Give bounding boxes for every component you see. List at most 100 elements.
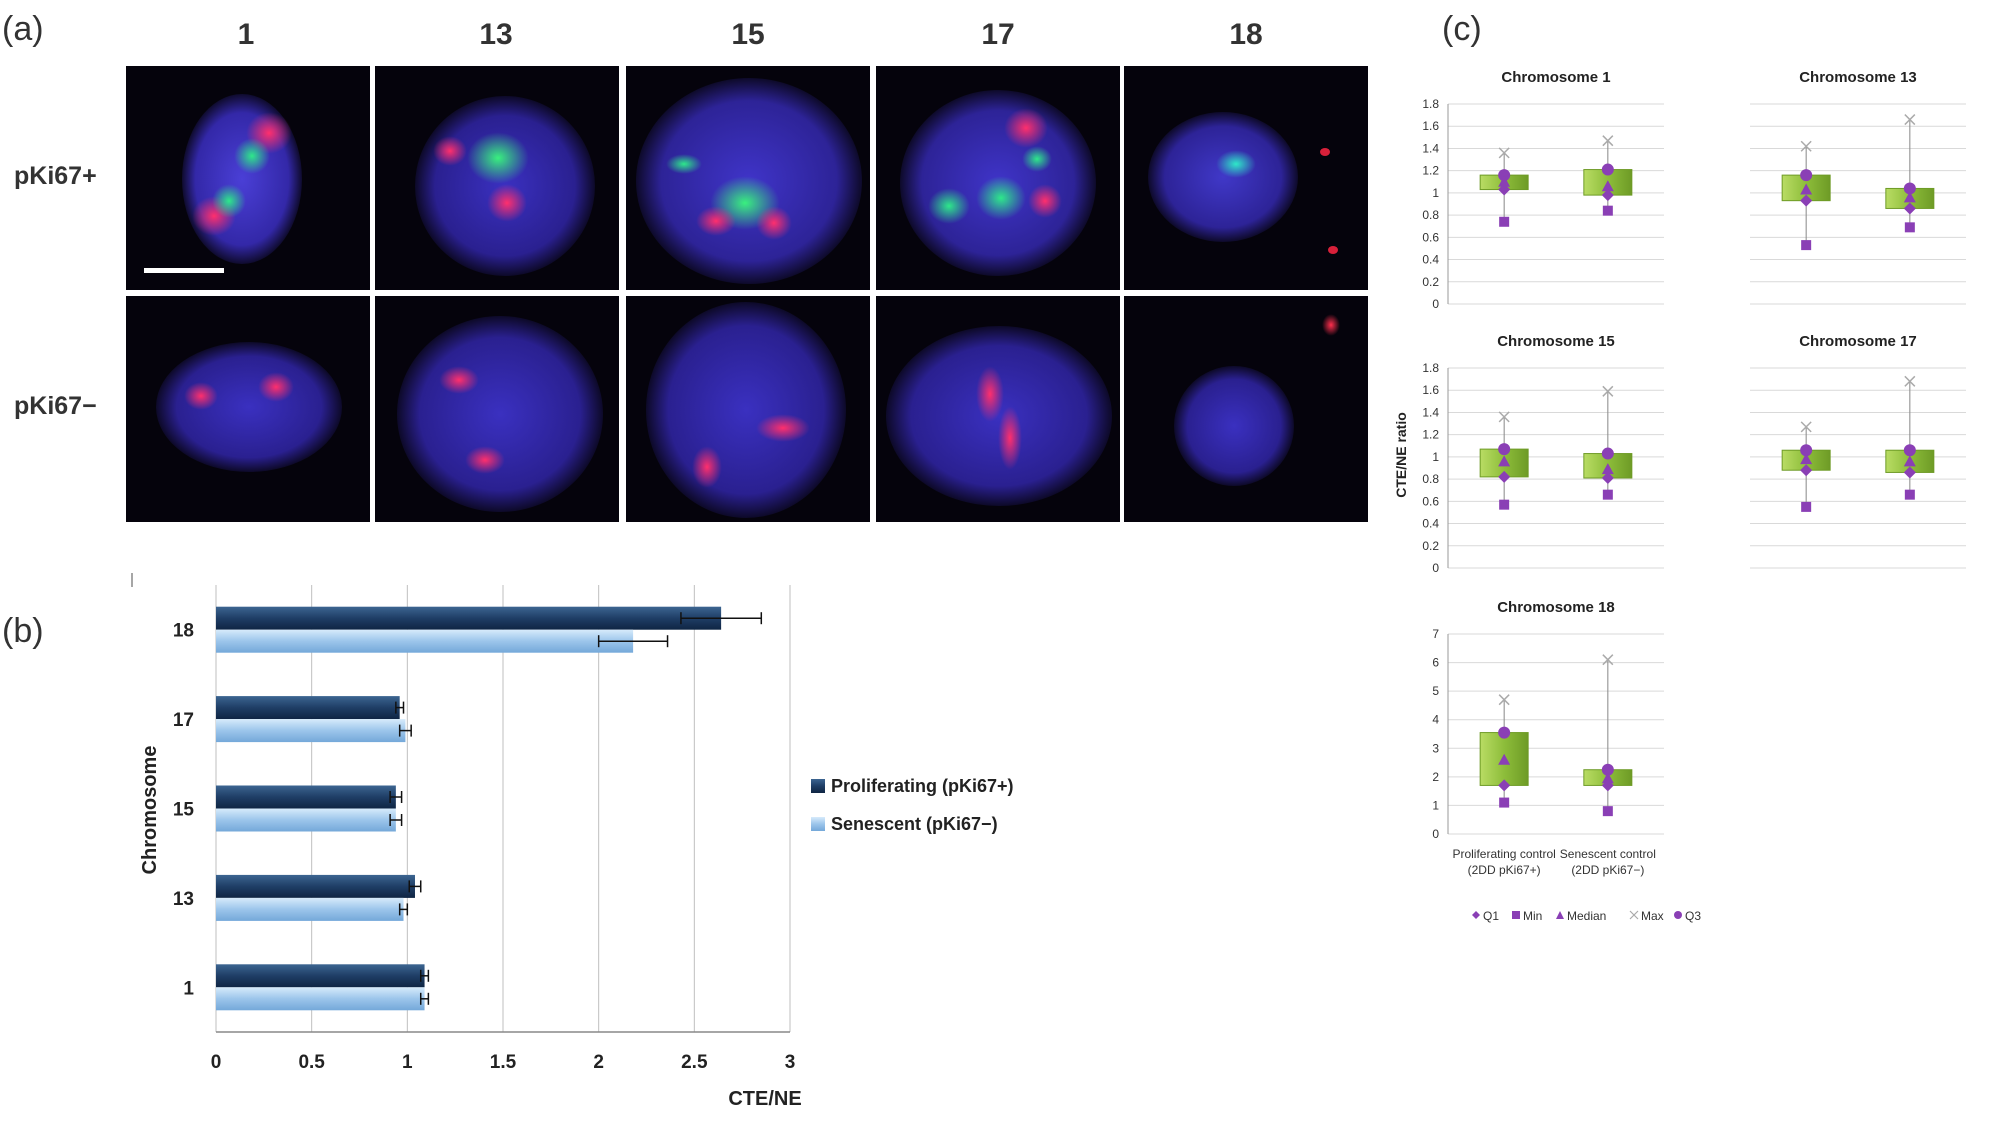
- median-marker: [1601, 180, 1614, 192]
- q1-marker: [1498, 470, 1511, 483]
- subplot-title: Chromosome 1: [1501, 69, 1610, 86]
- legend-item: Min: [1512, 909, 1542, 923]
- column-header: 13: [479, 18, 513, 51]
- y-axis-title: Chromosome: [139, 746, 161, 875]
- y-tick-label: 13: [173, 889, 194, 910]
- q1-marker: [1601, 189, 1614, 202]
- micrograph-chr18-senescent: [1124, 296, 1368, 522]
- max-marker: [1602, 135, 1614, 147]
- box-subplot: 0 0.2 0.4 0.6 0.8 1 1.2 1.4 1.6 1.8 Chromosome 1: [1422, 69, 1664, 311]
- max-marker: [1904, 114, 1916, 126]
- y-tick-label: 1.4: [1422, 141, 1439, 155]
- box-subplot: 0 0.2 0.4 0.6 0.8 1 1.2 1.4 1.6 1.8 Chromosome 15: [1422, 333, 1664, 575]
- max-marker: [1800, 421, 1812, 433]
- bar-proliferating: [216, 874, 415, 898]
- q1-marker: [1601, 779, 1614, 792]
- row-header: pKi67+: [14, 162, 97, 190]
- q1-marker: [1903, 466, 1916, 479]
- legend-label: Proliferating (pKi67+): [831, 776, 1014, 796]
- median-marker: [1800, 453, 1813, 465]
- q1-marker: [1903, 202, 1916, 215]
- panel-label-b: (b): [2, 612, 44, 650]
- y-tick-label: 0.6: [1422, 494, 1439, 508]
- x-tick-label: 2: [593, 1052, 604, 1073]
- micrograph-chr1-proliferating: [126, 66, 370, 290]
- legend-min-icon: [1512, 911, 1520, 919]
- x-tick-label: 1: [402, 1052, 413, 1073]
- bar-chart-b: 0 0.5 1 1.5 2 2.5 3 1 13 15 17 18 CTE/NE Chromosome Pr…: [131, 573, 1014, 1110]
- y-tick-label: 1.2: [1422, 428, 1439, 442]
- max-marker: [1904, 375, 1916, 387]
- q3-marker: [1601, 163, 1614, 176]
- min-marker: [1499, 797, 1510, 808]
- y-tick-label: 1.8: [1422, 361, 1439, 375]
- q3-marker: [1903, 182, 1916, 195]
- y-tick-label: 0: [1432, 561, 1439, 575]
- micrograph-chr1-senescent: [126, 296, 370, 522]
- q1-marker: [1601, 472, 1614, 484]
- max-marker: [1498, 694, 1510, 706]
- subplot-title: Chromosome 18: [1497, 599, 1615, 616]
- row-header: pKi67−: [14, 392, 97, 420]
- y-tick-label: 0.4: [1422, 253, 1439, 267]
- max-marker: [1498, 147, 1510, 159]
- y-tick-label: 1: [1432, 186, 1439, 200]
- micrograph-chr13-senescent: [375, 296, 619, 522]
- legend-item: Q3: [1674, 909, 1701, 923]
- median-marker: [1800, 183, 1813, 195]
- min-marker: [1499, 216, 1510, 227]
- median-marker: [1903, 455, 1916, 467]
- median-marker: [1601, 463, 1614, 475]
- y-tick-label: 18: [173, 621, 194, 642]
- median-marker: [1601, 772, 1614, 784]
- q1-marker: [1800, 464, 1813, 477]
- y-tick-label: 1.4: [1422, 405, 1439, 419]
- bar-senescent: [216, 897, 404, 921]
- max-marker: [1602, 385, 1614, 397]
- y-tick-label: 1: [1432, 798, 1439, 812]
- category-label: Proliferating control: [1452, 847, 1555, 861]
- legend-median-icon: [1556, 911, 1564, 919]
- y-tick-label: 5: [1432, 684, 1439, 698]
- bar-proliferating: [216, 785, 396, 809]
- y-tick-label: 0.4: [1422, 517, 1439, 531]
- x-tick-label: 1.5: [490, 1052, 517, 1073]
- y-tick-label: 7: [1432, 627, 1439, 641]
- y-tick-label: 1.6: [1422, 119, 1439, 133]
- legend-max-icon: [1629, 910, 1639, 920]
- y-tick-label: 2: [1432, 770, 1439, 784]
- y-tick-label: 1.8: [1422, 97, 1439, 111]
- q1-marker: [1498, 779, 1511, 792]
- q1-marker: [1800, 194, 1813, 207]
- median-marker: [1498, 175, 1511, 187]
- panel-label-a: (a): [2, 10, 44, 48]
- subplot-title: Chromosome 13: [1799, 69, 1917, 86]
- y-tick-label: 0: [1432, 827, 1439, 841]
- q3-marker: [1498, 169, 1511, 182]
- category-label: Senescent control: [1560, 847, 1656, 861]
- y-tick-label: 0.2: [1422, 275, 1439, 289]
- column-header: 15: [731, 18, 765, 51]
- median-marker: [1498, 455, 1511, 467]
- legend-label: Q3: [1685, 909, 1701, 923]
- micrograph-chr17-senescent: [876, 296, 1120, 522]
- box-subplot: 0 1 2 3 4 5 6 7 Chromosome 18: [1432, 599, 1664, 841]
- median-marker: [1498, 753, 1511, 765]
- y-tick-label: 0.8: [1422, 472, 1439, 486]
- y-axis-title: CTE/NE ratio: [1393, 412, 1409, 498]
- x-tick-label: 3: [785, 1052, 796, 1073]
- q3-marker: [1498, 443, 1511, 456]
- legend-swatch: [811, 779, 825, 793]
- min-marker: [1801, 240, 1812, 251]
- micrograph-chr13-proliferating: [375, 66, 619, 290]
- category-label: (2DD pKi67−): [1571, 863, 1644, 877]
- legend-label: Max: [1641, 909, 1664, 923]
- legend-label: Min: [1523, 909, 1542, 923]
- q3-marker: [1498, 726, 1511, 739]
- y-tick-label: 1.6: [1422, 383, 1439, 397]
- bar-proliferating: [216, 606, 722, 630]
- q3-marker: [1601, 447, 1614, 460]
- y-tick-label: 1: [1432, 450, 1439, 464]
- bar-proliferating: [216, 964, 425, 988]
- q3-marker: [1800, 444, 1813, 457]
